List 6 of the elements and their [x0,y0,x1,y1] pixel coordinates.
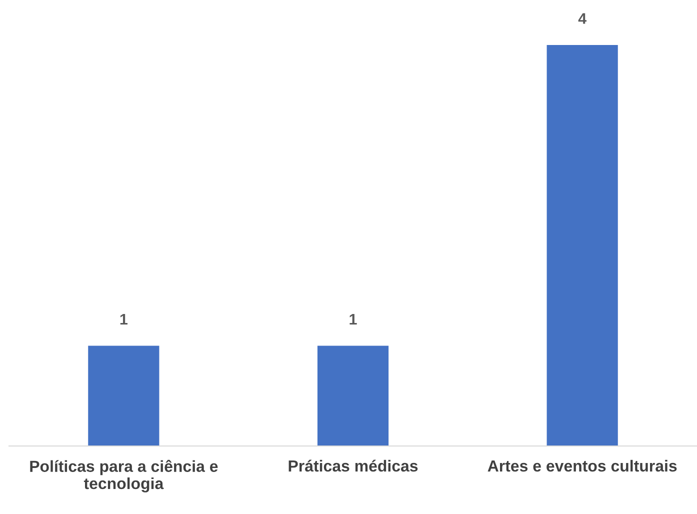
x-tick-label: Artes e eventos culturais [488,460,677,472]
data-label: 1 [350,314,357,325]
x-tick-label: Políticas para a ciência e tecnologia [30,460,218,492]
x-tick-label: Práticas médicas [288,460,418,472]
data-label: 1 [120,314,128,325]
data-label: 4 [578,13,586,24]
